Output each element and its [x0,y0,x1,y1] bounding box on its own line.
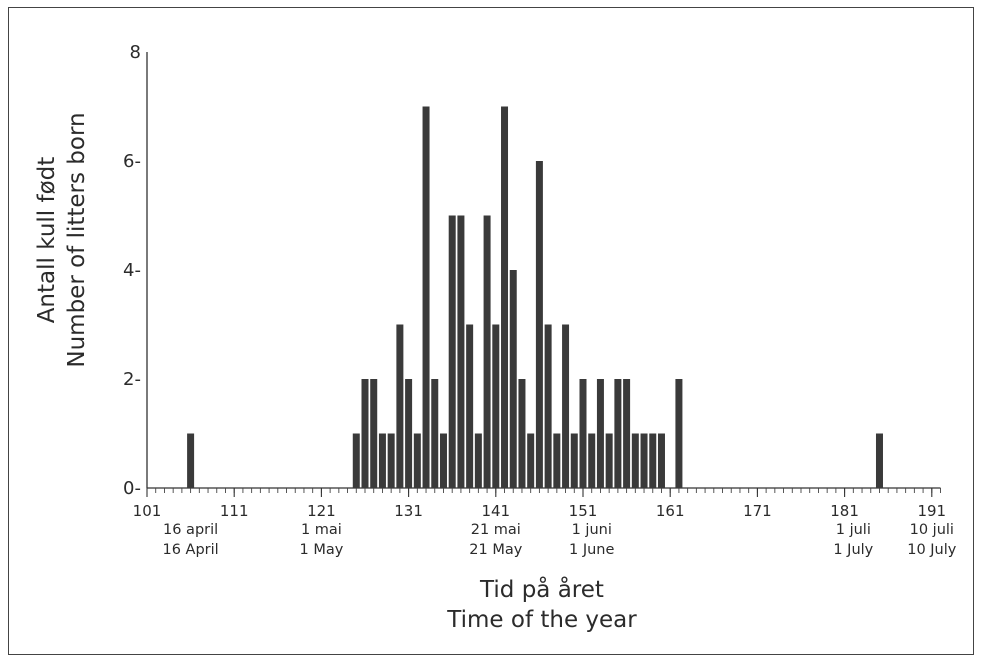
date-label-norwegian: 1 mai [301,522,342,538]
x-tick-label: 181 [830,502,859,520]
chart-frame [8,7,974,655]
bar [544,324,552,488]
bar [588,433,596,488]
x-tick-label: 161 [656,502,685,520]
bar [361,379,369,488]
y-tick-label: 8 [130,42,141,63]
x-tick-label: 121 [307,502,336,520]
x-tick-label: 171 [743,502,772,520]
bar [596,379,604,488]
bar [614,379,622,488]
x-tick-label: 131 [394,502,423,520]
bar [675,379,683,488]
bar [483,215,491,488]
date-label-norwegian: 1 juni [572,522,612,538]
bar [535,161,543,488]
y-tick-label: 2- [123,369,141,390]
bar [509,270,517,488]
bar [413,433,421,488]
bar [387,433,395,488]
bar [631,433,639,488]
bar [649,433,657,488]
y-tick-label: 0- [123,478,141,499]
bar [422,106,430,488]
y-axis-title-norwegian: Antall kull født [34,156,60,324]
bar [875,433,883,488]
bar [579,379,587,488]
x-tick-label: 151 [569,502,598,520]
y-axis-title: Antall kull født Number of litters born [32,112,92,367]
bar [518,379,526,488]
bar [405,379,413,488]
y-tick-label: 4- [123,260,141,281]
bar [501,106,509,488]
date-label-english: 16 April [162,542,218,558]
bar [396,324,404,488]
date-label-english: 1 May [299,542,343,558]
bar [640,433,648,488]
bar [439,433,447,488]
y-tick-label: 6- [123,151,141,172]
x-axis-title-english: Time of the year [447,607,637,633]
y-axis-title-english: Number of litters born [64,112,90,368]
x-tick-label: 141 [481,502,510,520]
x-tick-label: 191 [917,502,946,520]
bar [431,379,439,488]
bar [457,215,465,488]
bar [378,433,386,488]
bar [570,433,578,488]
date-label-norwegian: 1 juli [836,522,871,538]
bar [623,379,631,488]
bar [352,433,360,488]
date-label-english: 1 June [569,542,614,558]
x-axis-title-norwegian: Tid på året [480,577,604,603]
bar [553,433,561,488]
bar [187,433,195,488]
x-tick-label: 111 [220,502,249,520]
x-axis-title: Tid på året Time of the year [447,575,636,635]
date-label-norwegian: 21 mai [471,522,521,538]
x-tick-label: 101 [133,502,162,520]
date-label-english: 10 July [907,542,957,558]
date-label-norwegian: 10 juli [910,522,954,538]
bar [605,433,613,488]
bar [657,433,665,488]
bar [370,379,378,488]
bar [466,324,474,488]
bar [562,324,570,488]
bar [474,433,482,488]
date-label-english: 1 July [833,542,873,558]
date-label-norwegian: 16 april [163,522,218,538]
bar [492,324,500,488]
date-label-english: 21 May [469,542,522,558]
bar [448,215,456,488]
bar [527,433,535,488]
